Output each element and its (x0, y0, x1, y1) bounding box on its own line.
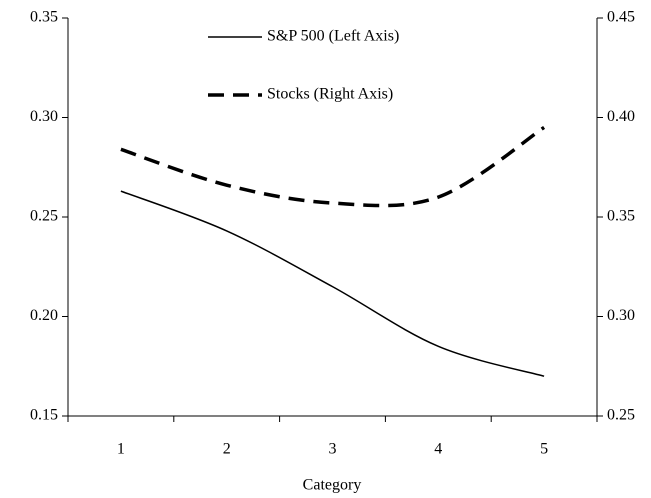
line-series (120, 125, 546, 208)
y-tick-label: 0.20 (30, 307, 58, 324)
y2-tick-label: 0.40 (607, 108, 635, 125)
y2-tick-label: 0.25 (607, 407, 635, 424)
legend-label: Stocks (Right Axis) (267, 86, 393, 103)
x-tick-label: 1 (117, 441, 125, 458)
x-tick-label: 5 (540, 441, 548, 458)
x-tick-label: 4 (434, 441, 442, 458)
x-tick-label: 3 (329, 441, 337, 458)
x-tick-label: 2 (223, 441, 231, 458)
y2-tick-label: 0.35 (607, 208, 635, 225)
y-tick-label: 0.25 (30, 208, 58, 225)
line-series (120, 190, 545, 377)
y2-tick-label: 0.45 (607, 9, 635, 26)
legend-label: S&P 500 (Left Axis) (267, 28, 399, 45)
y2-tick-label: 0.30 (607, 307, 635, 324)
x-axis-label: Category (303, 477, 362, 494)
y-tick-label: 0.15 (30, 407, 58, 424)
y-tick-label: 0.35 (30, 9, 58, 26)
y-tick-label: 0.30 (30, 108, 58, 125)
